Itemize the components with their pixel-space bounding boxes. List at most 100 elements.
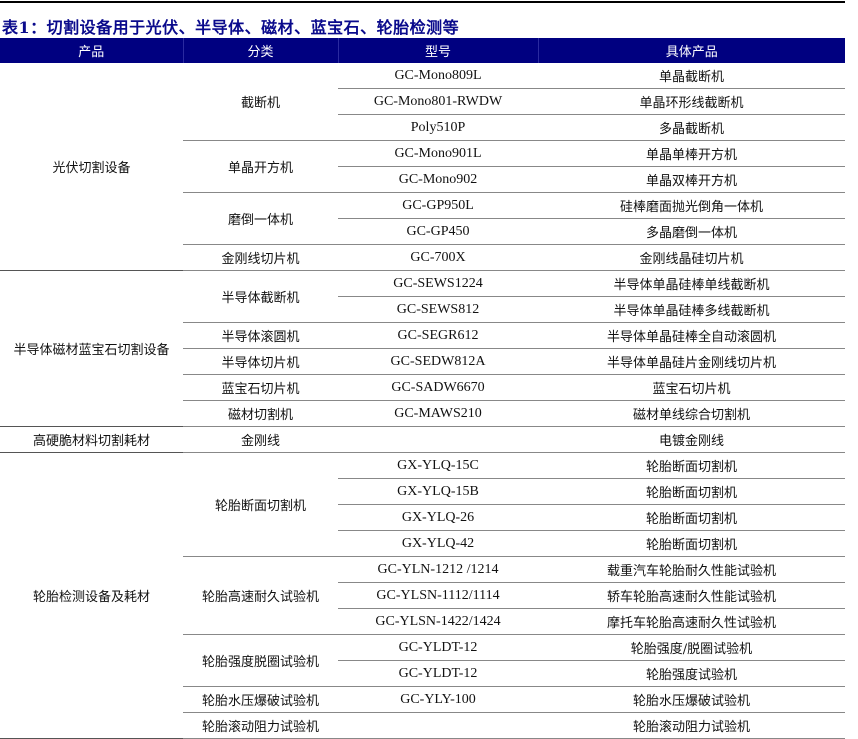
detail-cell: 轮胎断面切割机 [538,504,845,531]
model-cell: GC-SEWS812 [338,296,538,323]
category-cell: 轮胎滚动阻力试验机 [183,712,338,739]
category-cell: 金刚线切片机 [183,244,338,271]
table-row: 磨倒一体机 GC-GP950L 硅棒磨面抛光倒角一体机 [0,192,845,245]
model-cell [338,712,538,739]
model-cell: GC-YLDT-12 [338,634,538,661]
category-cell: 轮胎断面切割机 [183,452,338,557]
detail-cell: 轮胎断面切割机 [538,452,845,479]
table-row: GX-YLQ-26 轮胎断面切割机 [0,504,845,531]
category-cell: 轮胎水压爆破试验机 [183,686,338,713]
model-cell: GC-Mono809L [338,63,538,89]
detail-cell: 轮胎断面切割机 [538,530,845,557]
model-cell: GC-YLDT-12 [338,660,538,687]
detail-cell: 电镀金刚线 [538,426,845,453]
table-row: GC-YLSN-1112/1114 轿车轮胎高速耐久性能试验机 [0,582,845,609]
table-row: 半导体切片机 GC-SEDW812A 半导体单晶硅片金刚线切片机 [0,348,845,375]
table-row: GX-YLQ-15B 轮胎断面切割机 [0,478,845,505]
equipment-table: 产品 分类 型号 具体产品 光伏切割设备 截断机 GC-Mono809L 单晶截断机 G… [0,38,845,739]
category-cell: 金刚线 [183,426,338,453]
product-cell: 轮胎检测设备及耗材 [0,452,183,739]
table-row: 轮胎水压爆破试验机 GC-YLY-100 轮胎水压爆破试验机 [0,686,845,713]
table-row: 蓝宝石切片机 GC-SADW6670 蓝宝石切片机 [0,374,845,401]
table-row: 半导体磁材蓝宝石切割设备 半导体截断机 GC-SEWS1224 半导体单晶硅棒单线截断… [0,270,845,427]
detail-cell: 蓝宝石切片机 [538,374,845,401]
model-cell: GC-Mono902 [338,166,538,193]
detail-cell: 金刚线晶硅切片机 [538,244,845,271]
top-rule [0,1,845,3]
model-cell: GC-SEGR612 [338,322,538,349]
detail-cell: 轮胎断面切割机 [538,478,845,505]
model-cell: GC-YLY-100 [338,686,538,713]
detail-cell: 轿车轮胎高速耐久性能试验机 [538,582,845,609]
header-category: 分类 [183,38,339,63]
model-cell [338,426,538,453]
detail-cell: 轮胎水压爆破试验机 [538,686,845,713]
detail-cell: 轮胎强度试验机 [538,660,845,687]
header-model: 型号 [338,38,539,63]
table-row: GX-YLQ-42 轮胎断面切割机 [0,530,845,557]
header-row: 产品 分类 型号 具体产品 [0,38,845,63]
table-row: 金刚线切片机 GC-700X 金刚线晶硅切片机 [0,244,845,271]
table-row: Poly510P 多晶截断机 [0,114,845,141]
model-cell: GC-GP450 [338,218,538,245]
detail-cell: 半导体单晶硅棒多线截断机 [538,296,845,323]
table-row: GC-SEWS812 半导体单晶硅棒多线截断机 [0,296,845,323]
model-cell: GC-SEWS1224 [338,270,538,297]
table-row: GC-YLSN-1422/1424 摩托车轮胎高速耐久性试验机 [0,608,845,635]
detail-cell: 半导体单晶硅棒单线截断机 [538,270,845,297]
model-cell: GX-YLQ-15C [338,452,538,479]
category-cell: 磁材切割机 [183,400,338,427]
model-cell: GC-YLSN-1112/1114 [338,582,538,609]
detail-cell: 磁材单线综合切割机 [538,400,845,427]
table-row: 轮胎强度脱圈试验机 GC-YLDT-12 轮胎强度/脱圈试验机 [0,634,845,687]
table-row: 半导体滚圆机 GC-SEGR612 半导体单晶硅棒全自动滚圆机 [0,322,845,349]
category-cell: 轮胎高速耐久试验机 [183,556,338,635]
detail-cell: 多晶磨倒一体机 [538,218,845,245]
detail-cell: 硅棒磨面抛光倒角一体机 [538,192,845,219]
product-cell: 光伏切割设备 [0,63,183,271]
detail-cell: 载重汽车轮胎耐久性能试验机 [538,556,845,583]
model-cell: GC-SEDW812A [338,348,538,375]
product-cell: 高硬脆材料切割耗材 [0,426,183,453]
detail-cell: 轮胎滚动阻力试验机 [538,712,845,739]
model-cell: GC-Mono801-RWDW [338,88,538,115]
detail-cell: 多晶截断机 [538,114,845,141]
detail-cell: 轮胎强度/脱圈试验机 [538,634,845,661]
model-cell: GX-YLQ-26 [338,504,538,531]
category-cell: 截断机 [183,63,338,141]
detail-cell: 单晶截断机 [538,63,845,89]
detail-cell: 半导体单晶硅片金刚线切片机 [538,348,845,375]
detail-cell: 单晶环形线截断机 [538,88,845,115]
table-row: 光伏切割设备 截断机 GC-Mono809L 单晶截断机 [0,63,845,271]
model-cell: GC-YLSN-1422/1424 [338,608,538,635]
header-product: 产品 [0,38,184,63]
table-row: 高硬脆材料切割耗材 金刚线 电镀金刚线 [0,426,845,453]
model-cell: GX-YLQ-42 [338,530,538,557]
header-detail: 具体产品 [538,38,845,63]
model-cell: GC-SADW6670 [338,374,538,401]
category-cell: 蓝宝石切片机 [183,374,338,401]
model-cell: GC-YLN-1212 /1214 [338,556,538,583]
category-cell: 半导体切片机 [183,348,338,375]
category-cell: 半导体滚圆机 [183,322,338,349]
table-row: 单晶开方机 GC-Mono901L 单晶单棒开方机 [0,140,845,193]
detail-cell: 摩托车轮胎高速耐久性试验机 [538,608,845,635]
product-cell: 半导体磁材蓝宝石切割设备 [0,270,183,427]
model-cell: Poly510P [338,114,538,141]
table-row: GC-Mono902 单晶双棒开方机 [0,166,845,193]
model-cell: GC-Mono901L [338,140,538,167]
model-cell: GC-GP950L [338,192,538,219]
category-cell: 半导体截断机 [183,270,338,323]
table-title: 表1：切割设备用于光伏、半导体、磁材、蓝宝石、轮胎检测等 [2,18,460,37]
category-cell: 磨倒一体机 [183,192,338,245]
category-cell: 轮胎强度脱圈试验机 [183,634,338,687]
table-row: 轮胎高速耐久试验机 GC-YLN-1212 /1214 载重汽车轮胎耐久性能试验机 [0,556,845,635]
category-cell: 单晶开方机 [183,140,338,193]
table-row: 磁材切割机 GC-MAWS210 磁材单线综合切割机 [0,400,845,427]
table-row: GC-Mono801-RWDW 单晶环形线截断机 [0,88,845,115]
detail-cell: 半导体单晶硅棒全自动滚圆机 [538,322,845,349]
model-cell: GX-YLQ-15B [338,478,538,505]
model-cell: GC-MAWS210 [338,400,538,427]
model-cell: GC-700X [338,244,538,271]
detail-cell: 单晶单棒开方机 [538,140,845,167]
